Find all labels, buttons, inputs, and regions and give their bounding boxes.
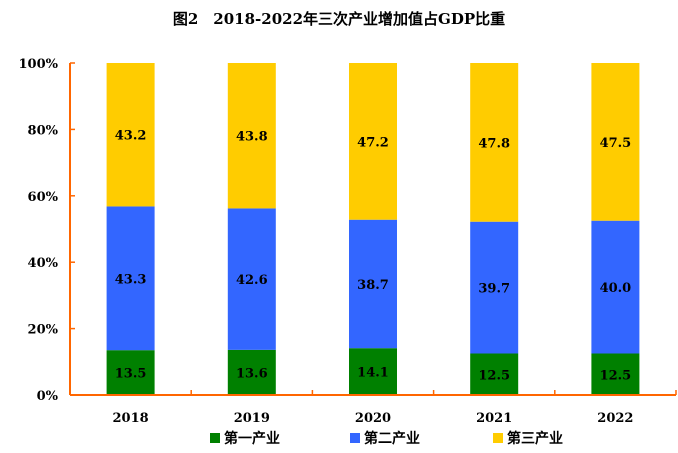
- x-tick-label: 2018: [113, 411, 149, 426]
- x-tick-label: 2019: [234, 411, 270, 426]
- data-label: 43.8: [236, 130, 268, 145]
- chart-title: 图2 2018-2022年三次产业增加值占GDP比重: [172, 10, 506, 28]
- data-label: 13.5: [115, 367, 147, 382]
- data-label: 38.7: [357, 278, 389, 293]
- data-label: 12.5: [600, 368, 632, 383]
- y-tick-label: 0%: [37, 389, 59, 404]
- bar-2019-series-2: [227, 208, 276, 350]
- legend-swatch: [210, 433, 220, 443]
- bar-2022-series-3: [591, 63, 640, 221]
- data-label: 12.5: [478, 368, 510, 383]
- y-tick-label: 20%: [28, 323, 59, 338]
- data-label: 39.7: [478, 282, 510, 297]
- data-label: 42.6: [236, 273, 268, 288]
- legend-label: 第一产业: [224, 431, 280, 447]
- y-tick-label: 100%: [19, 57, 59, 72]
- legend-label: 第二产业: [364, 431, 420, 447]
- bar-2021-series-2: [470, 221, 519, 354]
- legend-item: 第三产业: [493, 428, 563, 448]
- data-label: 47.8: [478, 136, 510, 151]
- bar-2018-series-3: [106, 63, 155, 207]
- bar-2022-series-2: [591, 220, 640, 354]
- x-tick-label: 2022: [597, 411, 633, 426]
- legend-label: 第三产业: [507, 431, 563, 447]
- data-label: 47.5: [600, 136, 632, 151]
- y-tick-label: 40%: [28, 256, 59, 271]
- bar-2022-series-1: [591, 353, 640, 395]
- legend-item: 第一产业: [210, 428, 280, 448]
- legend-item: 第二产业: [350, 428, 420, 448]
- data-label: 47.2: [357, 135, 389, 150]
- bar-2019-series-3: [227, 63, 276, 209]
- bar-2018-series-2: [106, 206, 155, 351]
- data-label: 14.1: [357, 366, 389, 381]
- x-tick-label: 2020: [355, 411, 391, 426]
- data-label: 13.6: [236, 366, 268, 381]
- bar-2018-series-1: [106, 350, 155, 395]
- bar-2019-series-1: [227, 349, 276, 395]
- bar-2020-series-3: [349, 63, 397, 220]
- legend-swatch: [493, 433, 503, 443]
- data-label: 43.3: [115, 272, 147, 287]
- bar-2021-series-1: [470, 353, 519, 395]
- bar-2020-series-1: [349, 348, 397, 395]
- legend-swatch: [350, 433, 360, 443]
- x-tick-label: 2021: [476, 411, 512, 426]
- bar-2021-series-3: [470, 63, 519, 222]
- data-label: 40.0: [600, 281, 632, 296]
- bar-2020-series-2: [349, 219, 397, 349]
- y-tick-label: 80%: [28, 123, 59, 138]
- data-label: 43.2: [115, 129, 147, 144]
- y-tick-label: 60%: [28, 190, 59, 205]
